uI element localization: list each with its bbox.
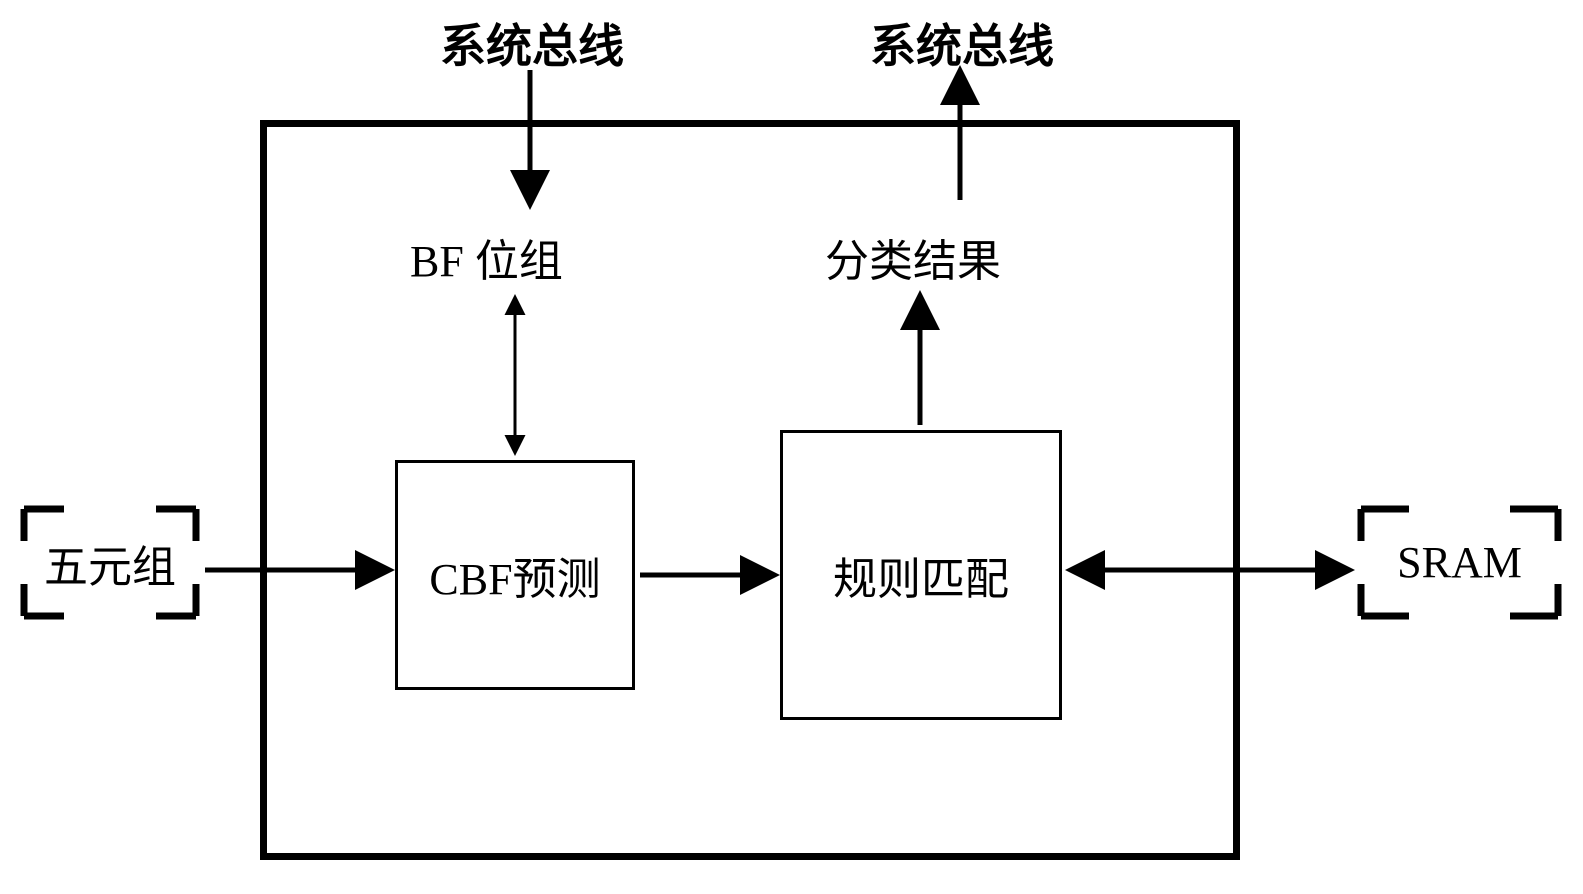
arrows-layer [0, 0, 1583, 894]
